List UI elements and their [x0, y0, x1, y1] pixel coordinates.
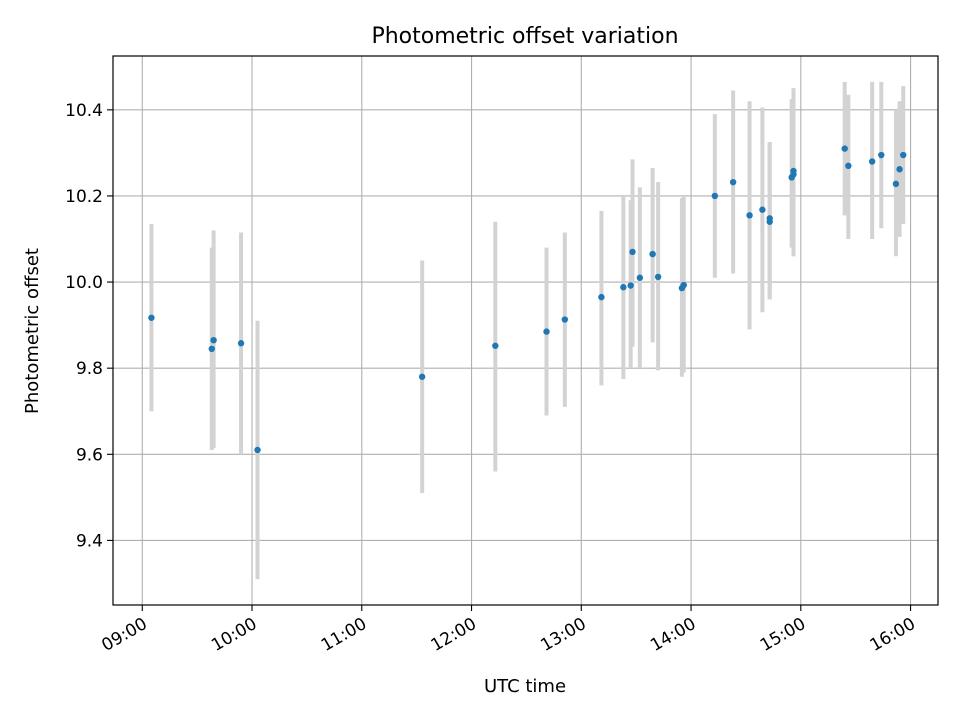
- data-point: [654, 273, 662, 281]
- data-point: [868, 158, 876, 165]
- data-point: [845, 162, 852, 169]
- plot-frame: [112, 55, 939, 606]
- data-point: [746, 212, 753, 219]
- data-point: [237, 340, 245, 347]
- data-point: [561, 316, 569, 323]
- y-axis: 9.4 9.6 9.8 10.0 10.2 10.4: [65, 101, 113, 551]
- data-point: [492, 342, 499, 349]
- y-tick-label: 9.8: [76, 359, 103, 379]
- y-axis-label: Photometric offset: [22, 248, 43, 414]
- y-tick-label: 10.0: [65, 273, 103, 293]
- data-point: [649, 250, 656, 258]
- data-point: [543, 328, 550, 335]
- data-point: [711, 192, 719, 200]
- y-tick-label: 9.6: [76, 445, 103, 465]
- y-tick-label: 10.2: [65, 187, 103, 207]
- grid: [113, 56, 938, 605]
- y-tick-label: 9.4: [76, 531, 103, 551]
- data-point: [208, 345, 215, 352]
- data-point: [900, 151, 907, 159]
- data-point: [878, 151, 885, 159]
- data-point: [680, 281, 687, 289]
- data-point: [254, 446, 261, 454]
- data-point: [790, 171, 797, 178]
- data-point: [892, 180, 900, 188]
- data-point: [766, 218, 773, 225]
- x-axis-label: UTC time: [484, 676, 566, 697]
- data-points: [148, 145, 907, 454]
- data-point: [598, 293, 605, 301]
- data-point: [629, 248, 636, 256]
- data-point: [636, 274, 644, 281]
- data-point: [210, 336, 217, 344]
- data-point: [148, 314, 155, 321]
- data-point: [620, 284, 627, 291]
- data-point: [627, 282, 634, 289]
- data-point: [418, 373, 426, 380]
- chart-title: Photometric offset variation: [371, 24, 678, 49]
- data-point: [896, 166, 903, 173]
- data-point: [729, 178, 737, 186]
- data-point: [759, 206, 766, 213]
- y-tick-label: 10.4: [65, 101, 103, 121]
- data-point: [841, 145, 848, 152]
